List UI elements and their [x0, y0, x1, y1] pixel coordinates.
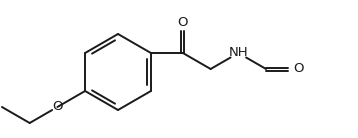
Text: O: O [52, 100, 63, 113]
Text: O: O [178, 16, 188, 29]
Text: NH: NH [228, 47, 248, 59]
Text: O: O [293, 63, 304, 75]
